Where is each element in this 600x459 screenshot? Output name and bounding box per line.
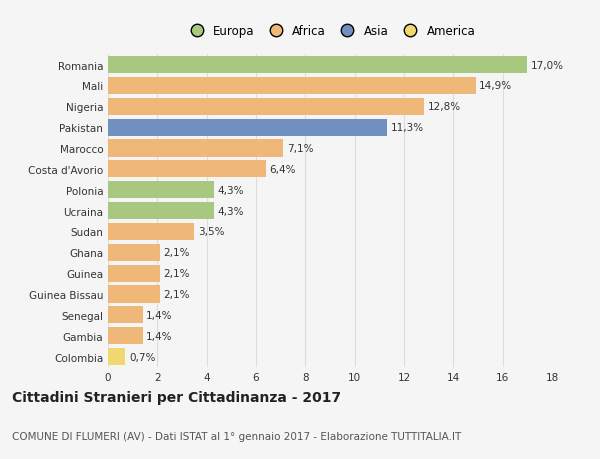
Text: 0,7%: 0,7%: [129, 352, 155, 362]
Bar: [108, 286, 160, 303]
Bar: [108, 224, 194, 241]
Text: 7,1%: 7,1%: [287, 144, 313, 154]
Bar: [108, 265, 160, 282]
Text: 12,8%: 12,8%: [427, 102, 461, 112]
Bar: [108, 348, 125, 365]
Legend: Europa, Africa, Asia, America: Europa, Africa, Asia, America: [180, 20, 480, 43]
Text: 4,3%: 4,3%: [218, 185, 244, 196]
Text: 1,4%: 1,4%: [146, 331, 173, 341]
Text: 2,1%: 2,1%: [163, 289, 190, 299]
Text: 17,0%: 17,0%: [531, 61, 564, 71]
Text: 14,9%: 14,9%: [479, 81, 512, 91]
Bar: [108, 78, 476, 95]
Text: 1,4%: 1,4%: [146, 310, 173, 320]
Text: 6,4%: 6,4%: [269, 164, 296, 174]
Bar: [108, 244, 160, 261]
Text: COMUNE DI FLUMERI (AV) - Dati ISTAT al 1° gennaio 2017 - Elaborazione TUTTITALIA: COMUNE DI FLUMERI (AV) - Dati ISTAT al 1…: [12, 431, 461, 441]
Text: 2,1%: 2,1%: [163, 269, 190, 279]
Text: 11,3%: 11,3%: [391, 123, 424, 133]
Text: 4,3%: 4,3%: [218, 206, 244, 216]
Bar: [108, 182, 214, 199]
Text: 2,1%: 2,1%: [163, 248, 190, 258]
Bar: [108, 140, 283, 157]
Bar: [108, 202, 214, 220]
Bar: [108, 57, 527, 74]
Bar: [108, 119, 387, 136]
Text: Cittadini Stranieri per Cittadinanza - 2017: Cittadini Stranieri per Cittadinanza - 2…: [12, 390, 341, 404]
Text: 3,5%: 3,5%: [198, 227, 224, 237]
Bar: [108, 99, 424, 116]
Bar: [108, 327, 143, 345]
Bar: [108, 161, 266, 178]
Bar: [108, 307, 143, 324]
